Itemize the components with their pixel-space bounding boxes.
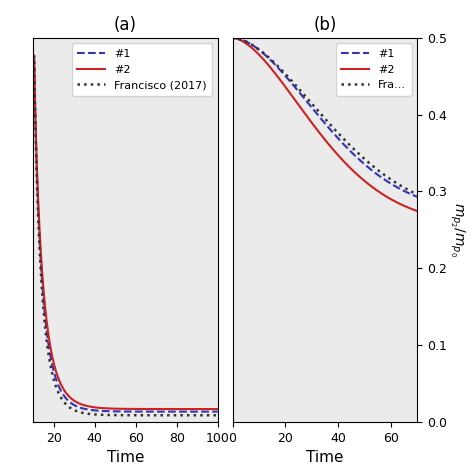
#2 (377, 190, 383, 195)
Francisco (2017) (112, 412, 118, 418)
#2 (112, 406, 118, 411)
#1 (157, 409, 163, 414)
#1 (178, 409, 183, 414)
#2 (414, 208, 420, 214)
Legend: #1, #2, Francisco (2017): #1, #2, Francisco (2017) (72, 44, 212, 96)
Francisco (2017) (157, 412, 163, 418)
#2 (356, 173, 362, 179)
#1 (248, 42, 254, 47)
Line: Fra...: Fra... (233, 38, 417, 194)
#2 (178, 406, 183, 412)
#1 (311, 107, 317, 113)
Fra... (230, 35, 236, 41)
#2 (304, 114, 310, 119)
#1 (30, 53, 36, 59)
#2 (30, 53, 36, 59)
Fra... (414, 191, 420, 197)
Line: #2: #2 (233, 38, 417, 211)
Line: #1: #1 (33, 56, 218, 411)
#1 (374, 171, 379, 177)
Francisco (2017) (30, 53, 36, 59)
Legend: #1, #2, Fra...: #1, #2, Fra... (336, 44, 411, 96)
Fra... (248, 42, 254, 47)
#1 (215, 409, 220, 414)
#1 (174, 409, 180, 414)
Fra... (311, 103, 317, 109)
#1 (377, 173, 383, 179)
#2 (374, 187, 379, 193)
#1 (105, 408, 110, 414)
Title: (a): (a) (114, 16, 137, 34)
#1 (304, 99, 310, 105)
#1 (356, 157, 362, 163)
#2 (174, 406, 180, 412)
Fra... (374, 166, 379, 172)
#2 (215, 406, 220, 412)
Francisco (2017) (215, 412, 220, 418)
Line: #2: #2 (33, 56, 218, 409)
#1 (414, 194, 420, 200)
#2 (105, 406, 110, 411)
#2 (248, 45, 254, 50)
Francisco (2017) (49, 370, 55, 376)
Francisco (2017) (178, 412, 183, 418)
#2 (157, 406, 163, 412)
#2 (311, 123, 317, 128)
#1 (230, 35, 236, 41)
Fra... (377, 169, 383, 174)
Title: (b): (b) (313, 16, 337, 34)
#1 (49, 361, 55, 367)
Line: #1: #1 (233, 38, 417, 197)
Y-axis label: $m_{p_2}/m_{p_0}$: $m_{p_2}/m_{p_0}$ (448, 202, 466, 257)
Francisco (2017) (174, 412, 180, 418)
#2 (49, 353, 55, 358)
Francisco (2017) (105, 412, 110, 418)
Fra... (304, 95, 310, 101)
X-axis label: Time: Time (107, 450, 144, 465)
#1 (112, 409, 118, 414)
#2 (230, 35, 236, 41)
X-axis label: Time: Time (306, 450, 344, 465)
Line: Francisco (2017): Francisco (2017) (33, 56, 218, 415)
Fra... (356, 151, 362, 157)
